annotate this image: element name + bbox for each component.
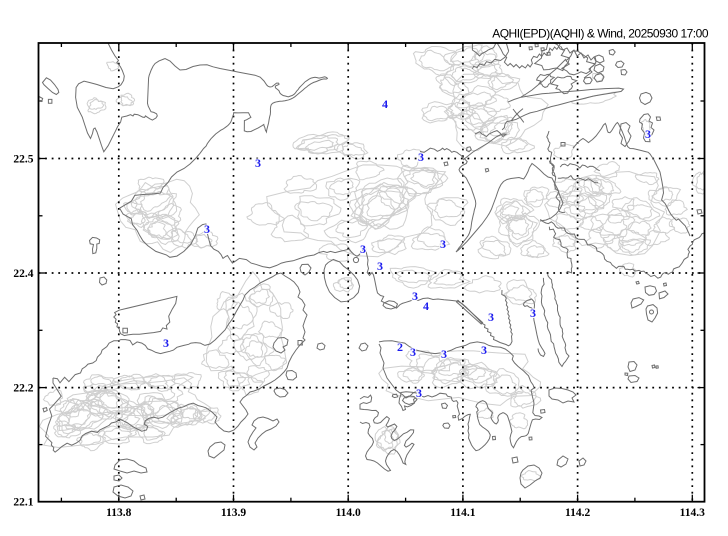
svg-text:113.8: 113.8 <box>106 507 131 519</box>
svg-text:3: 3 <box>418 150 424 164</box>
svg-text:114.2: 114.2 <box>565 507 590 519</box>
svg-text:3: 3 <box>416 386 422 400</box>
svg-text:114.1: 114.1 <box>450 507 475 519</box>
svg-text:114.0: 114.0 <box>336 507 361 519</box>
svg-text:AQHI(EPD)(AQHI) & Wind, 202509: AQHI(EPD)(AQHI) & Wind, 20250930 17:00 <box>492 27 709 41</box>
svg-text:113.9: 113.9 <box>221 507 246 519</box>
svg-text:4: 4 <box>382 97 388 111</box>
svg-text:3: 3 <box>255 156 261 170</box>
svg-text:22.5: 22.5 <box>13 154 33 166</box>
svg-text:2: 2 <box>397 340 403 354</box>
svg-text:3: 3 <box>530 306 536 320</box>
svg-text:3: 3 <box>412 289 418 303</box>
svg-text:3: 3 <box>204 222 210 236</box>
svg-text:3: 3 <box>481 343 487 357</box>
svg-text:3: 3 <box>441 347 447 361</box>
svg-text:22.1: 22.1 <box>13 497 33 509</box>
svg-text:3: 3 <box>377 259 383 273</box>
svg-text:4: 4 <box>423 299 429 313</box>
svg-text:3: 3 <box>440 237 446 251</box>
svg-text:3: 3 <box>410 345 416 359</box>
svg-text:22.2: 22.2 <box>13 383 33 395</box>
svg-text:3: 3 <box>163 336 169 350</box>
svg-text:3: 3 <box>488 310 494 324</box>
svg-text:114.3: 114.3 <box>680 507 705 519</box>
svg-text:3: 3 <box>360 242 366 256</box>
svg-text:3: 3 <box>645 127 651 141</box>
svg-text:22.4: 22.4 <box>13 268 33 280</box>
